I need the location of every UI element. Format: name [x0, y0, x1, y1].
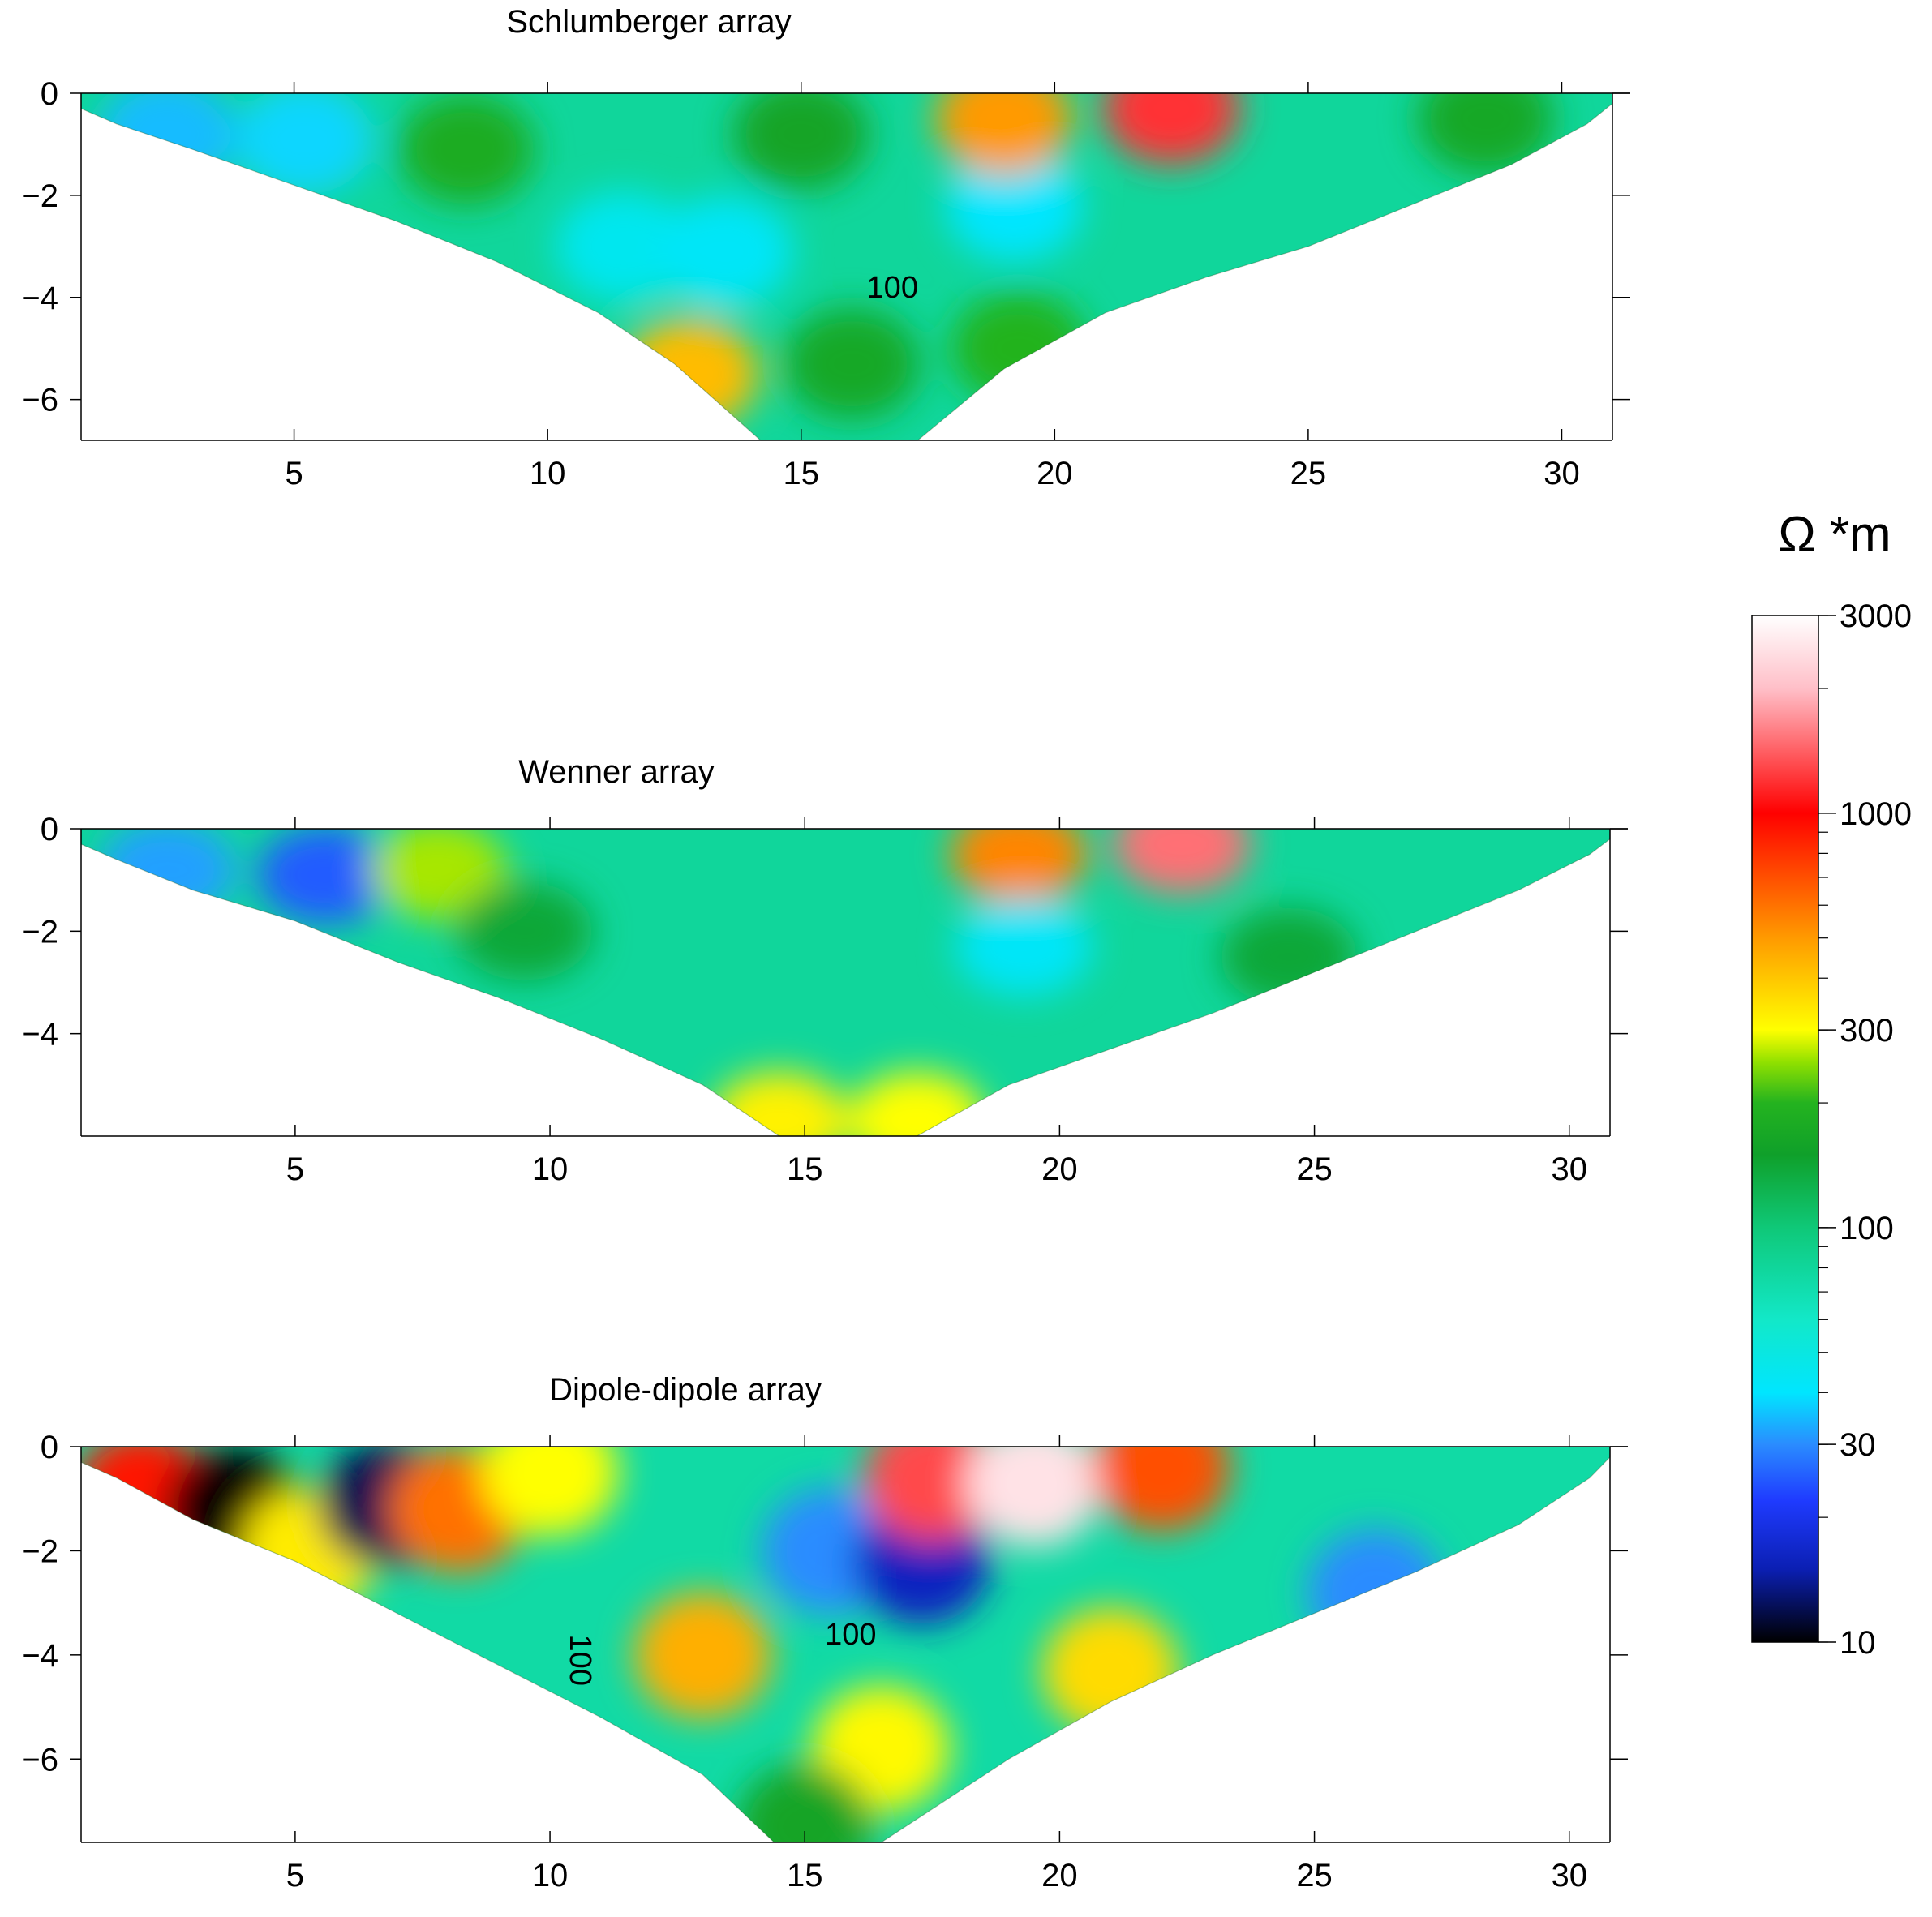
resistivity-anomaly — [235, 93, 373, 195]
x-tick-label: 15 — [787, 1858, 823, 1893]
colorbar-gradient — [1751, 615, 1819, 1643]
panel-wenner: Wenner array 5 10 15 20 25 30 0 −2 −4 — [21, 754, 1628, 1187]
plot-frame — [80, 92, 1630, 441]
x-tick-label: 20 — [1041, 1151, 1078, 1187]
colorbar-tick-label: 10 — [1840, 1625, 1876, 1661]
resistivity-anomaly — [1417, 93, 1555, 174]
y-tick-label: −4 — [21, 1017, 58, 1053]
colorbar-tick-label: 100 — [1840, 1211, 1894, 1246]
colorbar-unit-label: Ω *m — [1778, 507, 1891, 563]
y-tick-label: −6 — [21, 383, 58, 418]
contour-label: 100 — [563, 1635, 597, 1686]
resistivity-anomaly — [1093, 1447, 1230, 1531]
plot-area: 100 5 10 15 20 25 30 0 −2 −4 −6 — [21, 76, 1630, 491]
resistivity-anomaly — [455, 881, 594, 980]
resistivity-anomaly — [935, 93, 1073, 174]
plot-frame — [80, 1446, 1628, 1843]
colorbar: Ω *m 3000 1000 300 100 30 10 — [1751, 507, 1912, 1661]
x-tick-label: 25 — [1296, 1151, 1333, 1187]
x-tick-label: 15 — [787, 1151, 823, 1187]
panel-dipole-dipole: Dipole-dipole array 100 100 5 10 15 20 25 30 0 −2… — [21, 1372, 1628, 1893]
resistivity-section — [81, 829, 1610, 1136]
panel-schlumberger: Schlumberger array 100 5 10 15 20 25 30 0 −2 −4 −6 — [21, 4, 1630, 491]
x-tick-label: 30 — [1543, 456, 1580, 491]
panel-title: Dipole-dipole array — [549, 1372, 822, 1408]
y-tick-label: −2 — [21, 914, 58, 950]
resistivity-anomaly — [397, 93, 535, 205]
resistivity-anomaly — [783, 308, 921, 420]
x-tick-label: 10 — [530, 456, 566, 491]
x-tick-label: 10 — [532, 1858, 569, 1893]
x-tick-label: 5 — [285, 456, 303, 491]
contour-label: 100 — [825, 1618, 876, 1652]
x-tick-label: 5 — [286, 1858, 304, 1893]
x-tick-label: 10 — [532, 1151, 569, 1187]
resistivity-anomaly — [710, 1071, 848, 1136]
y-tick-label: −4 — [21, 281, 58, 316]
colorbar-tick-label: 3000 — [1840, 598, 1912, 634]
resistivity-anomaly — [1041, 1607, 1180, 1735]
y-tick-label: −2 — [21, 178, 58, 214]
resistivity-anomaly — [555, 191, 693, 302]
resistivity-anomaly — [732, 93, 870, 190]
resistivity-anomaly — [1102, 93, 1240, 165]
resistivity-anomaly — [848, 1071, 986, 1136]
x-tick-label: 5 — [286, 1151, 304, 1187]
resistivity-anomaly — [369, 829, 507, 920]
x-tick-label: 20 — [1041, 1858, 1078, 1893]
resistivity-anomaly — [951, 293, 1088, 405]
y-tick-label: −2 — [21, 1533, 58, 1569]
resistivity-section — [81, 93, 1612, 440]
x-tick-label: 20 — [1037, 456, 1073, 491]
panel-title: Schlumberger array — [506, 4, 791, 40]
resistivity-anomaly — [656, 195, 794, 307]
y-tick-label: −6 — [21, 1742, 58, 1778]
resistivity-anomaly — [98, 829, 237, 920]
colorbar-tick-label: 300 — [1840, 1013, 1894, 1049]
resistivity-anomaly — [955, 897, 1093, 996]
resistivity-anomaly — [1220, 907, 1358, 1006]
resistivity-anomaly — [863, 1447, 1002, 1542]
resistivity-anomaly — [620, 318, 758, 430]
x-tick-label: 25 — [1296, 1858, 1333, 1893]
x-tick-label: 30 — [1551, 1858, 1587, 1893]
colorbar-tick-label: 30 — [1840, 1427, 1876, 1463]
resistivity-anomaly — [98, 93, 236, 190]
contour-label: 100 — [867, 271, 918, 305]
resistivity-anomaly — [950, 829, 1088, 904]
plot-area: 5 10 15 20 25 30 0 −2 −4 — [21, 812, 1628, 1187]
resistivity-anomaly — [256, 829, 395, 924]
y-tick-label: 0 — [41, 812, 58, 847]
plot-area: 100 100 5 10 15 20 25 30 0 −2 −4 −6 — [21, 1430, 1628, 1893]
resistivity-anomaly — [1307, 1529, 1445, 1656]
colorbar-tick-label: 1000 — [1840, 796, 1912, 832]
resistivity-anomaly — [481, 1447, 619, 1537]
y-tick-label: 0 — [41, 76, 58, 112]
resistivity-anomaly — [736, 1763, 874, 1842]
resistivity-anomaly — [633, 1591, 772, 1718]
resistivity-anomaly — [945, 149, 1083, 261]
x-tick-label: 25 — [1290, 456, 1327, 491]
panel-title: Wenner array — [518, 754, 715, 790]
x-tick-label: 30 — [1551, 1151, 1587, 1187]
resistivity-anomaly — [1113, 829, 1252, 894]
y-tick-label: −4 — [21, 1638, 58, 1674]
resistivity-anomaly — [965, 1447, 1103, 1547]
x-tick-label: 15 — [783, 456, 819, 491]
y-tick-label: 0 — [41, 1430, 58, 1465]
plot-frame — [80, 828, 1628, 1137]
